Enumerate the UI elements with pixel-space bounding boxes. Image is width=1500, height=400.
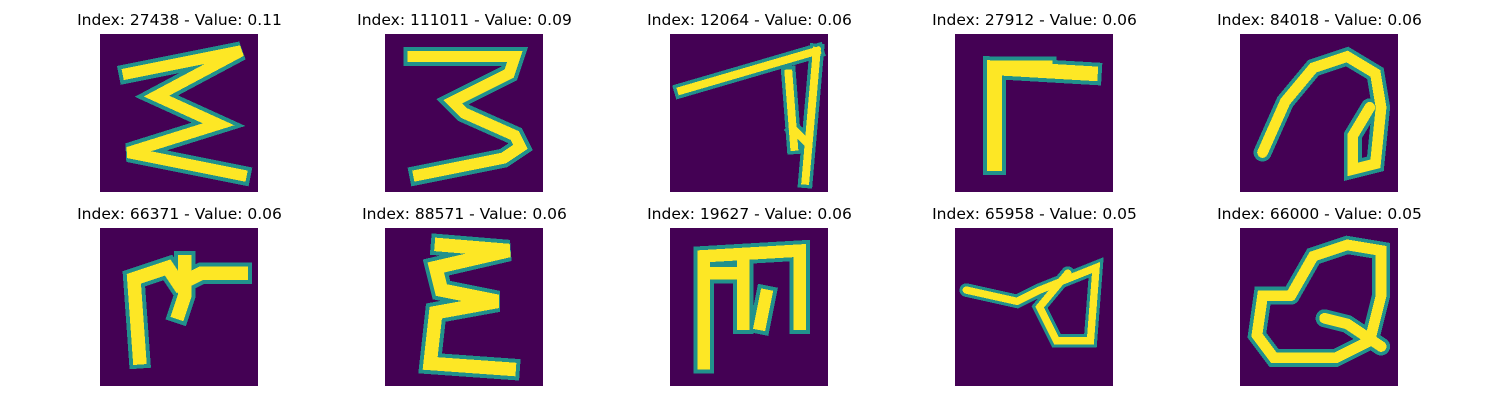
digit-image [955, 34, 1113, 192]
digit-image [385, 228, 543, 386]
digit-image [670, 228, 828, 386]
grid-cell-2: Index: 111011 - Value: 0.09 [322, 0, 607, 192]
digit-image [1240, 228, 1398, 386]
grid-cell-10: Index: 66000 - Value: 0.05 [1177, 194, 1462, 386]
grid-cell-8: Index: 19627 - Value: 0.06 [607, 194, 892, 386]
grid-cell-6: Index: 66371 - Value: 0.06 [37, 194, 322, 386]
digit-image [1240, 34, 1398, 192]
panel-title: Index: 27912 - Value: 0.06 [932, 11, 1137, 29]
panel-title: Index: 65958 - Value: 0.05 [932, 205, 1137, 223]
grid-cell-5: Index: 84018 - Value: 0.06 [1177, 0, 1462, 192]
grid-cell-7: Index: 88571 - Value: 0.06 [322, 194, 607, 386]
panel-title: Index: 88571 - Value: 0.06 [362, 205, 567, 223]
digit-image [385, 34, 543, 192]
panel-title: Index: 19627 - Value: 0.06 [647, 205, 852, 223]
digit-image [100, 228, 258, 386]
panel-title: Index: 84018 - Value: 0.06 [1217, 11, 1422, 29]
panel-title: Index: 66000 - Value: 0.05 [1217, 205, 1422, 223]
grid-cell-1: Index: 27438 - Value: 0.11 [37, 0, 322, 192]
grid-cell-3: Index: 12064 - Value: 0.06 [607, 0, 892, 192]
panel-title: Index: 27438 - Value: 0.11 [77, 11, 282, 29]
panel-title: Index: 12064 - Value: 0.06 [647, 11, 852, 29]
panel-title: Index: 111011 - Value: 0.09 [357, 11, 572, 29]
digit-image [670, 34, 828, 192]
digit-image [955, 228, 1113, 386]
grid-cell-9: Index: 65958 - Value: 0.05 [892, 194, 1177, 386]
panel-title: Index: 66371 - Value: 0.06 [77, 205, 282, 223]
grid-cell-4: Index: 27912 - Value: 0.06 [892, 0, 1177, 192]
digit-image [100, 34, 258, 192]
